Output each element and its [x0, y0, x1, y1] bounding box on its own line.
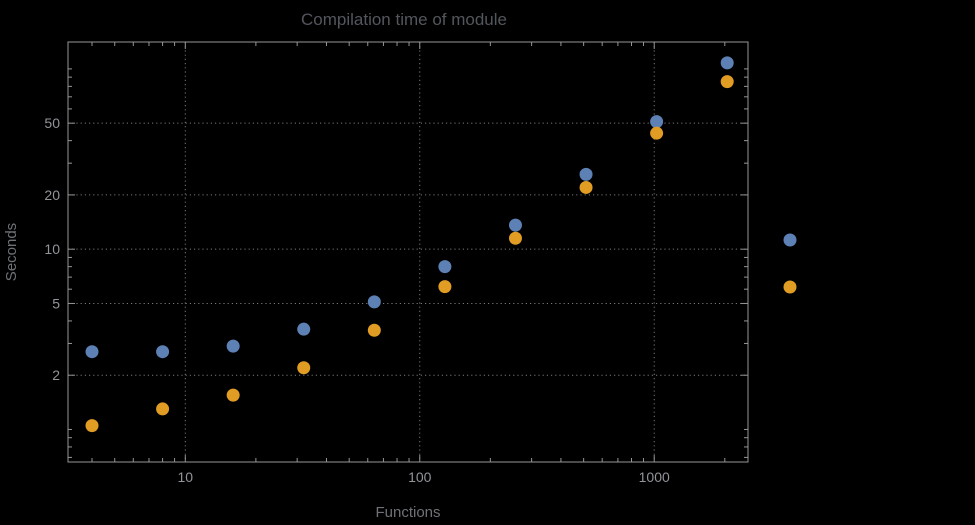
- legend: [783, 233, 797, 294]
- data-point-series-1: [438, 260, 452, 274]
- data-point-series-1: [297, 322, 311, 336]
- plot-frame: [67, 41, 749, 463]
- tick-labels: 10 100 1000 2 5 10 20 50: [44, 115, 670, 485]
- data-point-series-1: [226, 339, 240, 353]
- legend-marker-2: [783, 280, 797, 294]
- data-point-series-2: [438, 280, 452, 294]
- data-point-series-2: [156, 402, 170, 416]
- data-point-series-1: [85, 345, 99, 359]
- data-point-series-1: [720, 56, 734, 70]
- x-axis-label: Functions: [375, 504, 440, 521]
- x-tick-label: 10: [178, 469, 194, 485]
- y-tick-label: 10: [44, 241, 60, 257]
- data-point-series-2: [85, 419, 99, 433]
- data-point-series-2: [579, 180, 593, 194]
- data-point-series-2: [226, 388, 240, 402]
- axis-ticks: [68, 42, 748, 462]
- data-point-series-2: [650, 126, 664, 140]
- y-tick-label: 50: [44, 115, 60, 131]
- y-tick-label: 5: [52, 295, 60, 311]
- y-tick-label: 20: [44, 187, 60, 203]
- x-tick-label: 1000: [639, 469, 670, 485]
- y-tick-label: 2: [52, 367, 60, 383]
- data-point-series-2: [367, 323, 381, 337]
- data-point-series-1: [156, 345, 170, 359]
- gridlines: [68, 42, 748, 462]
- data-point-series-2: [297, 361, 311, 375]
- data-point-series-1: [650, 115, 664, 129]
- y-axis-label: Seconds: [3, 223, 20, 281]
- data-points: [85, 56, 734, 433]
- data-point-series-2: [720, 75, 734, 89]
- legend-marker-1: [783, 233, 797, 247]
- x-tick-label: 100: [408, 469, 432, 485]
- chart-title: Compilation time of module: [301, 10, 507, 29]
- data-point-series-1: [579, 167, 593, 181]
- data-point-series-1: [367, 295, 381, 309]
- data-point-series-2: [508, 231, 522, 245]
- data-point-series-1: [508, 218, 522, 232]
